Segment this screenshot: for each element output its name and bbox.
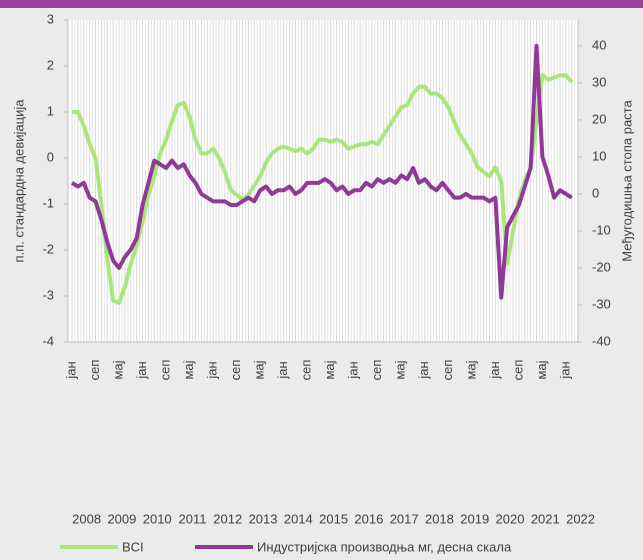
- x-tick-label: сеп: [440, 360, 455, 381]
- x-tick-label: мај: [252, 360, 267, 379]
- x-tick-label: сеп: [158, 360, 173, 381]
- y2-axis-title: Међугодишња стопа раста: [619, 100, 634, 262]
- year-label: 2015: [319, 511, 348, 526]
- top-bar: [0, 0, 643, 8]
- x-tick-label: јан: [557, 361, 572, 379]
- y-tick-label: 1: [47, 103, 54, 118]
- series-line: [70, 43, 573, 300]
- x-tick-label: јан: [487, 361, 502, 379]
- year-label: 2013: [249, 511, 278, 526]
- y-tick-label: -3: [42, 287, 54, 302]
- x-tick-label: мај: [181, 360, 196, 379]
- y-tick-label: -2: [42, 241, 54, 256]
- year-label: 2018: [425, 511, 454, 526]
- year-label: 2017: [390, 511, 419, 526]
- x-tick-label: мај: [534, 360, 549, 379]
- x-tick-label: сеп: [299, 360, 314, 381]
- x-tick-label: сеп: [369, 360, 384, 381]
- year-label: 2008: [72, 511, 101, 526]
- y2-tick-label: 20: [592, 111, 606, 126]
- year-label: 2010: [143, 511, 172, 526]
- year-label: 2011: [178, 511, 206, 526]
- year-label: 2016: [354, 511, 383, 526]
- series-line: [72, 73, 574, 305]
- x-tick-label: мај: [463, 360, 478, 379]
- x-tick-label: мај: [393, 360, 408, 379]
- y-tick-label: -1: [42, 195, 54, 210]
- x-tick-label: јан: [205, 361, 220, 379]
- x-tick-label: јан: [275, 361, 290, 379]
- y2-tick-label: -30: [592, 296, 611, 311]
- y-tick-label: 0: [47, 149, 54, 164]
- y2-tick-label: -40: [592, 333, 611, 348]
- x-tick-label: мај: [110, 360, 125, 379]
- y2-tick-label: -20: [592, 259, 611, 274]
- year-label: 2019: [460, 511, 489, 526]
- x-tick-label: јан: [416, 361, 431, 379]
- y2-tick-label: -10: [592, 222, 611, 237]
- y2-tick-label: 30: [592, 74, 606, 89]
- year-label: 2022: [566, 511, 595, 526]
- year-label: 2021: [531, 511, 560, 526]
- y-axis-title: п.п. стандардна девијација: [11, 99, 26, 263]
- y2-tick-label: 40: [592, 37, 606, 52]
- x-tick-label: јан: [134, 361, 149, 379]
- legend-label: BCI: [122, 539, 144, 554]
- y-tick-label: 2: [47, 57, 54, 72]
- x-tick-label: јан: [346, 361, 361, 379]
- year-label: 2012: [213, 511, 242, 526]
- y2-tick-label: 10: [592, 148, 606, 163]
- legend-label: Индустријска производња мг, десна скала: [257, 539, 512, 554]
- x-tick-label: сеп: [510, 360, 525, 381]
- year-label: 2014: [284, 511, 313, 526]
- x-tick-label: сеп: [228, 360, 243, 381]
- x-tick-label: јан: [63, 361, 78, 379]
- x-tick-label: мај: [322, 360, 337, 379]
- year-label: 2009: [107, 511, 136, 526]
- y-tick-label: 3: [47, 11, 54, 26]
- year-label: 2020: [496, 511, 525, 526]
- y-tick-label: -4: [42, 333, 54, 348]
- y2-tick-label: 0: [592, 185, 599, 200]
- x-tick-label: сеп: [87, 360, 102, 381]
